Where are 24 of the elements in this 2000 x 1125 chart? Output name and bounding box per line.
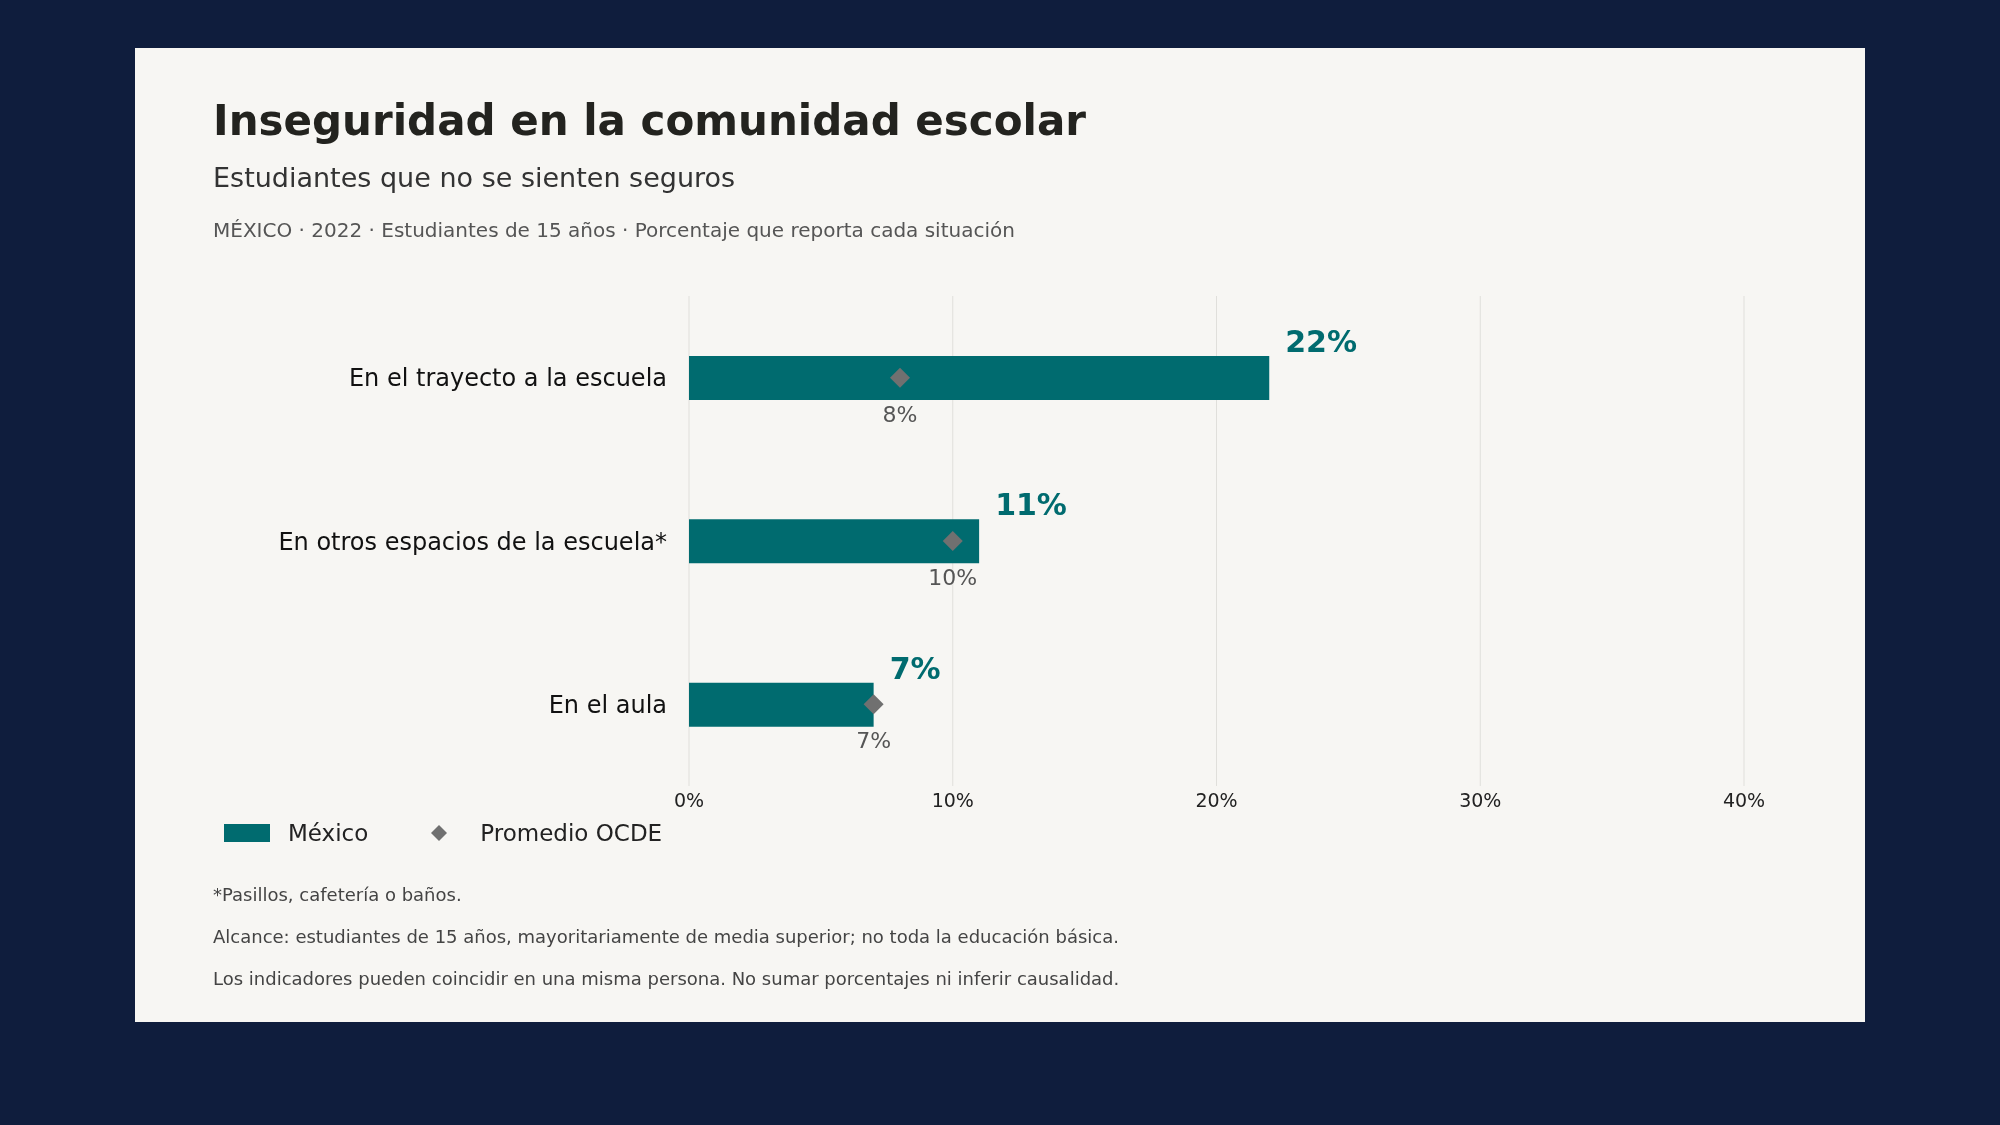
- chart-subtitle: Estudiantes que no se sienten seguros MÉXICO · 2022 · Estudiantes de 15 años · Porcentaje que reporta cada situación: [213, 162, 1015, 242]
- data-label: 22%: [1285, 324, 1358, 359]
- data-label: 8%: [882, 401, 918, 427]
- text: Los indicadores pueden coincidir en una misma persona. No sumar porcentajes ni inferir causalidad.: [213, 968, 1120, 989]
- text: Alcance: estudiantes de 15 años, mayoritariamente de media superior; no toda la educación básica.: [213, 926, 1119, 947]
- data-label: 7%: [856, 728, 892, 754]
- bar: [689, 682, 874, 727]
- y-tick-label: En el aula: [548, 690, 667, 719]
- text: *Pasillos, cafetería o baños.: [213, 884, 462, 905]
- bar: [689, 356, 1270, 400]
- bar: [689, 519, 980, 564]
- y-tick-label: En otros espacios de la escuela*: [278, 527, 667, 556]
- data-label: 10%: [928, 565, 978, 590]
- y-tick-label: En el trayecto a la escuela: [348, 364, 667, 393]
- data-label: 7%: [889, 650, 941, 686]
- x-tick-label: 20%: [1195, 789, 1238, 812]
- data-label: 11%: [995, 487, 1067, 523]
- x-tick-label: 0%: [673, 789, 705, 812]
- x-tick-label: 10%: [931, 789, 974, 812]
- chart-title: Inseguridad en la comunidad escolar: [213, 96, 1087, 145]
- x-tick-label: 40%: [1722, 789, 1766, 812]
- x-tick-label: 30%: [1459, 789, 1502, 812]
- legend-label: México: [288, 820, 369, 846]
- legend-label: Promedio OCDE: [480, 820, 663, 846]
